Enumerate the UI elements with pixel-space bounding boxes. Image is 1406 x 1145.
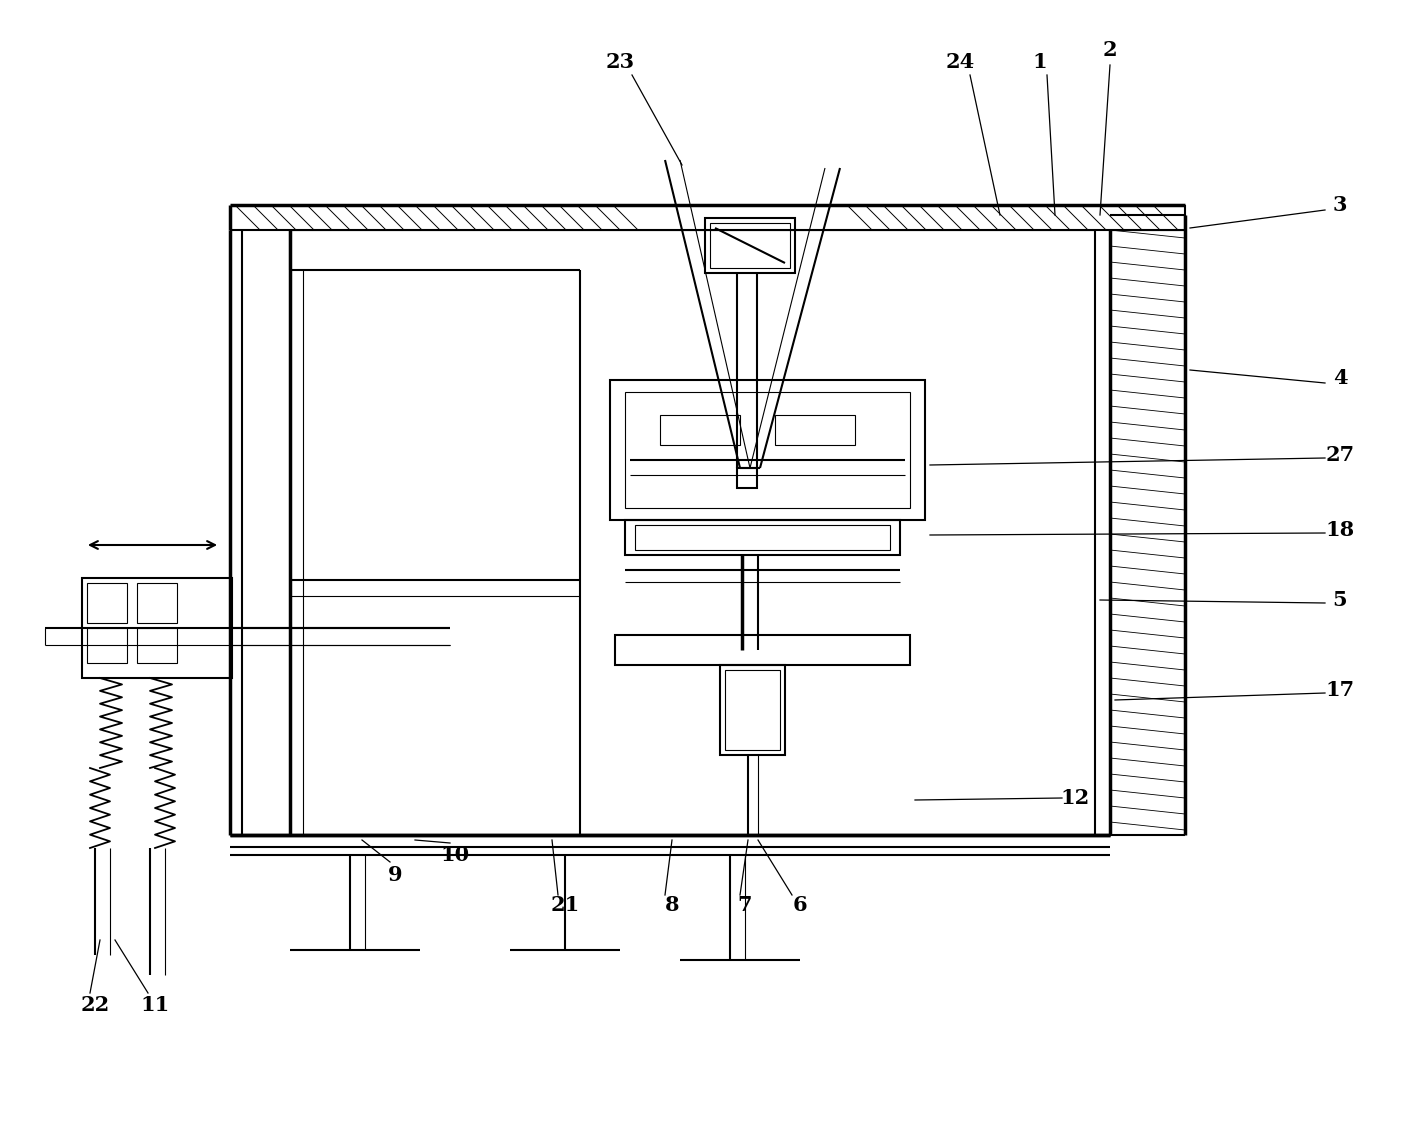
Bar — [626, 392, 910, 508]
Text: 3: 3 — [1333, 195, 1347, 215]
Text: 7: 7 — [738, 895, 752, 915]
Text: 17: 17 — [1326, 680, 1354, 700]
Text: 1: 1 — [1032, 52, 1047, 72]
Bar — [659, 414, 740, 445]
Bar — [704, 218, 794, 273]
Bar — [626, 520, 900, 555]
Bar — [636, 526, 890, 550]
Text: 6: 6 — [793, 895, 807, 915]
Bar — [775, 414, 855, 445]
Text: 23: 23 — [606, 52, 634, 72]
Text: 4: 4 — [1333, 368, 1347, 388]
Bar — [87, 583, 127, 623]
Text: 24: 24 — [945, 52, 974, 72]
Text: 11: 11 — [141, 995, 170, 1014]
Bar — [82, 578, 232, 678]
Bar — [737, 468, 756, 488]
Bar — [610, 380, 925, 520]
Bar — [614, 635, 910, 665]
Text: 5: 5 — [1333, 590, 1347, 610]
Text: 10: 10 — [440, 845, 470, 864]
Text: 9: 9 — [388, 864, 402, 885]
Text: 22: 22 — [80, 995, 110, 1014]
Bar — [136, 627, 177, 663]
Text: 18: 18 — [1326, 520, 1354, 540]
Text: 8: 8 — [665, 895, 679, 915]
Bar — [725, 670, 780, 750]
Bar — [136, 583, 177, 623]
Text: 21: 21 — [550, 895, 579, 915]
Bar — [87, 627, 127, 663]
Text: 2: 2 — [1102, 40, 1118, 60]
Bar — [710, 223, 790, 268]
Bar — [720, 665, 785, 755]
Text: 27: 27 — [1326, 445, 1354, 465]
Text: 12: 12 — [1060, 788, 1090, 808]
